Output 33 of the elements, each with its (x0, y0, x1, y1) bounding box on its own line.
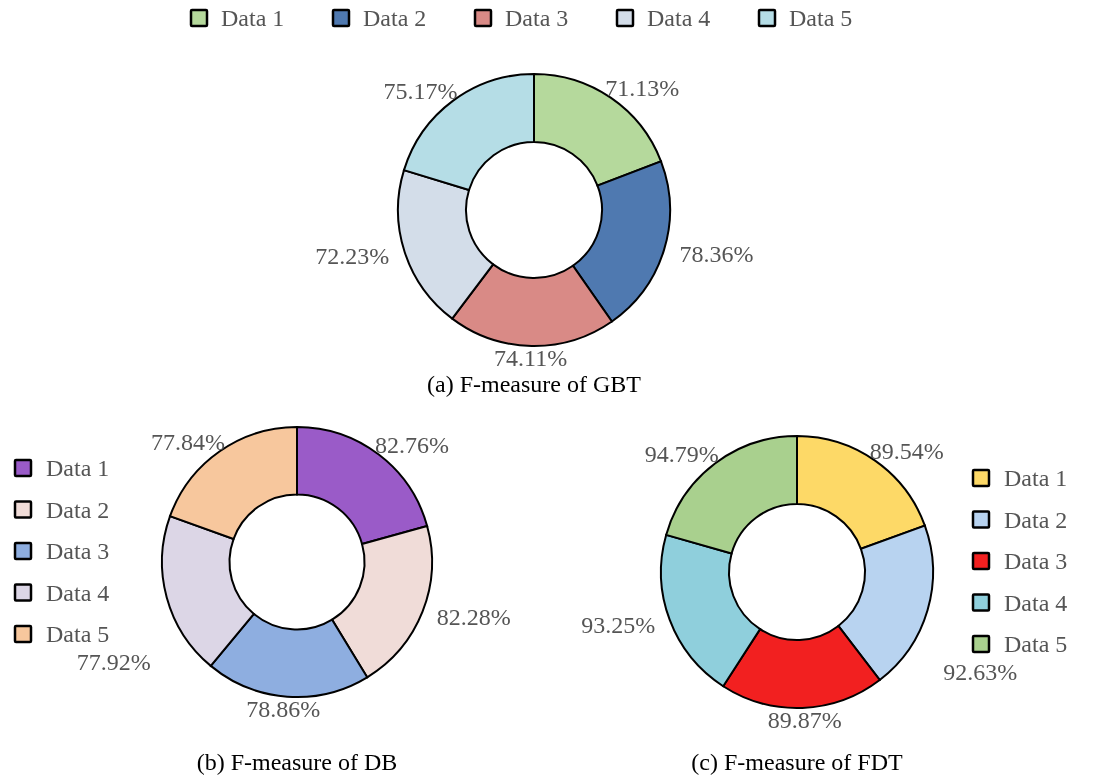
legend-label: Data 2 (1004, 506, 1068, 533)
legend-label: Data 3 (46, 538, 110, 565)
legend-label: Data 2 (363, 5, 427, 32)
legend-label: Data 1 (1004, 465, 1068, 492)
legend-label: Data 4 (46, 579, 110, 606)
legend-label: Data 4 (1004, 589, 1068, 616)
legend-label: Data 2 (46, 496, 110, 523)
data-label: 78.36% (679, 240, 754, 267)
data-label: 89.87% (767, 707, 842, 734)
legend-label: Data 5 (1004, 631, 1068, 658)
text: (a) F-measure of GBT (427, 371, 642, 397)
data-label: 89.54% (869, 438, 944, 465)
legend-label: Data 1 (46, 455, 110, 482)
data-label: 75.17% (383, 78, 458, 105)
data-label: 77.84% (150, 429, 225, 456)
data-label: 77.92% (76, 649, 151, 676)
data-label: 94.79% (644, 441, 719, 468)
data-label: 71.13% (605, 75, 680, 102)
data-label: 72.23% (315, 243, 390, 270)
legend-label: Data 4 (647, 5, 711, 32)
legend-label: Data 5 (789, 5, 853, 32)
data-label: 82.28% (436, 603, 511, 630)
legend-label: Data 1 (221, 5, 285, 32)
data-label: 74.11% (494, 345, 568, 372)
text: (b) F-measure of DB (196, 749, 398, 775)
text: (c) F-measure of FDT (691, 749, 903, 775)
data-label: 92.63% (943, 659, 1018, 686)
legend-label: Data 3 (1004, 548, 1068, 575)
data-label: 93.25% (581, 611, 656, 638)
legend-label: Data 5 (46, 621, 110, 648)
legend-label: Data 3 (505, 5, 569, 32)
data-label: 78.86% (246, 696, 321, 723)
data-label: 82.76% (375, 432, 450, 459)
